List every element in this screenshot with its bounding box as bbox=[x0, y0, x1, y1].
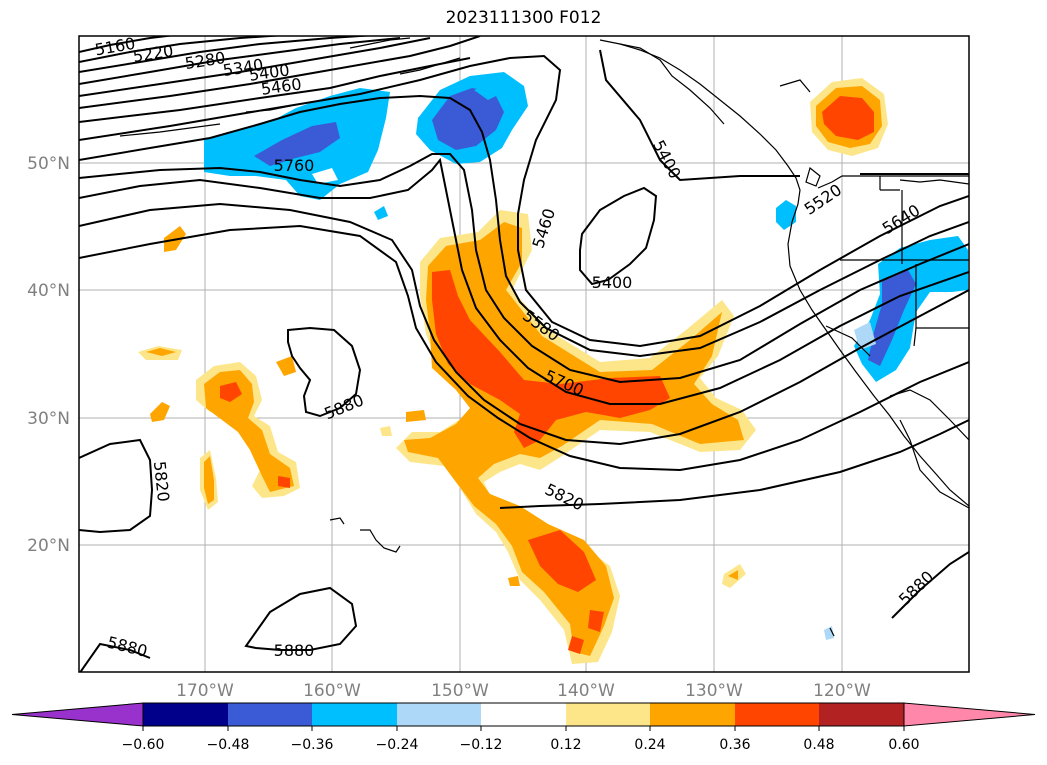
colorbar-right-extend bbox=[903, 702, 1036, 727]
colorbar-tick-label: −0.60 bbox=[122, 737, 165, 753]
lon-label-150w: 150°W bbox=[431, 681, 489, 701]
colorbar-cell bbox=[481, 703, 566, 726]
colorbar-tick-label: 0.12 bbox=[550, 737, 581, 753]
contour-label: 5640 bbox=[879, 200, 924, 238]
colorbar-cell bbox=[650, 703, 735, 726]
contour-label: 5400 bbox=[592, 273, 633, 292]
contour-label: 5880 bbox=[895, 567, 937, 609]
colorbar-tick-label: 0.60 bbox=[888, 737, 919, 753]
map-area bbox=[79, 36, 969, 672]
lat-label-50n: 50°N bbox=[27, 154, 70, 174]
contour-label: 5760 bbox=[274, 156, 315, 175]
contour-label: 5280 bbox=[184, 48, 227, 73]
contour-label: 5460 bbox=[528, 206, 559, 251]
coastlines bbox=[119, 37, 969, 637]
contour-label: 5880 bbox=[274, 641, 315, 660]
colorbar: −0.60 −0.48 −0.36 −0.24 −0.12 0.12 0.24 … bbox=[11, 702, 1036, 753]
map-frame bbox=[78, 35, 970, 673]
colorbar-cell bbox=[228, 703, 312, 726]
colorbar-tick-label: 0.24 bbox=[634, 737, 665, 753]
colorbar-cell bbox=[819, 703, 904, 726]
contour-label: 5820 bbox=[542, 480, 587, 515]
lon-label-170w: 170°W bbox=[176, 681, 234, 701]
contour-label: 5400 bbox=[649, 137, 685, 182]
height-contours bbox=[79, 36, 969, 672]
contour-label: 5160 bbox=[93, 34, 136, 60]
colorbar-tick-label: −0.12 bbox=[460, 737, 503, 753]
contour-label: 5820 bbox=[150, 460, 173, 502]
colorbar-cell bbox=[143, 703, 228, 726]
colorbar-tick-label: −0.48 bbox=[207, 737, 250, 753]
contour-labels: 5160 5220 5280 5340 5400 5460 5760 5400 … bbox=[93, 34, 937, 661]
lon-label-140w: 140°W bbox=[557, 681, 615, 701]
contour-label: 5880 bbox=[105, 633, 149, 661]
lat-label-30n: 30°N bbox=[27, 409, 70, 429]
colorbar-left-extend bbox=[11, 702, 144, 727]
lon-label-130w: 130°W bbox=[685, 681, 743, 701]
colorbar-frame bbox=[142, 702, 905, 727]
colorbar-cell bbox=[566, 703, 650, 726]
longitude-labels: 170°W 160°W 150°W 140°W 130°W 120°W bbox=[176, 681, 871, 701]
colorbar-cell bbox=[312, 703, 397, 726]
contour-label: 5220 bbox=[132, 41, 175, 66]
lat-label-40n: 40°N bbox=[27, 281, 70, 301]
colorbar-tick-label: −0.36 bbox=[291, 737, 334, 753]
latitude-labels: 50°N 40°N 30°N 20°N bbox=[27, 154, 70, 556]
colorbar-tick-label: 0.48 bbox=[803, 737, 834, 753]
map-title: 2023111300 F012 bbox=[445, 8, 602, 28]
lon-label-120w: 120°W bbox=[813, 681, 871, 701]
lat-label-20n: 20°N bbox=[27, 536, 70, 556]
colorbar-tick-label: −0.24 bbox=[376, 737, 419, 753]
colorbar-tick-label: 0.36 bbox=[719, 737, 750, 753]
colorbar-cell bbox=[397, 703, 481, 726]
lon-label-160w: 160°W bbox=[303, 681, 361, 701]
colorbar-cell bbox=[735, 703, 819, 726]
